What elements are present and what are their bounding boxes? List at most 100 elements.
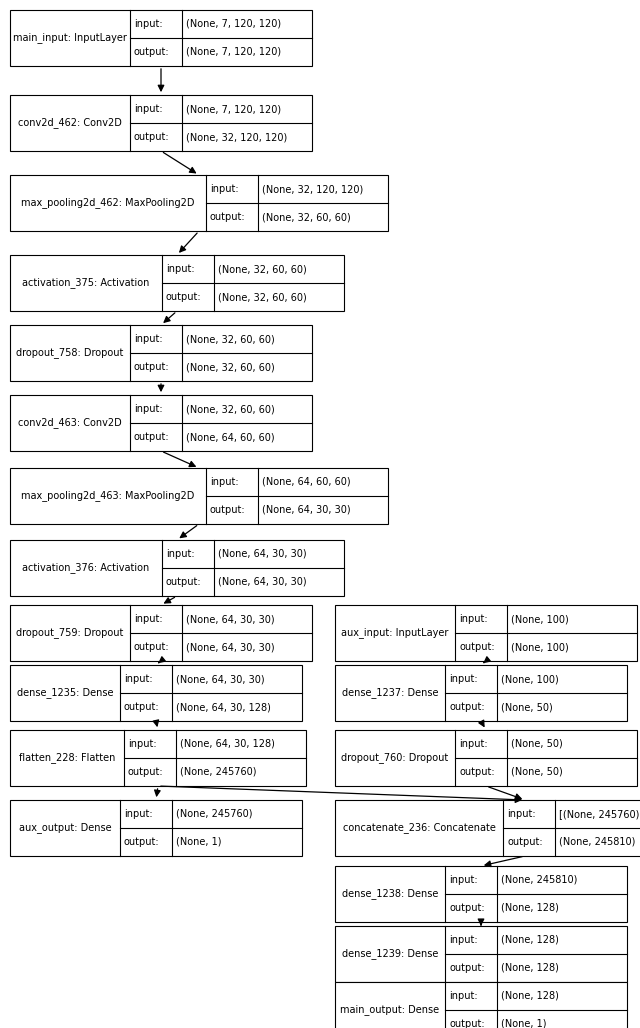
Bar — [10, 95, 312, 151]
Text: output:: output: — [459, 642, 495, 652]
Text: (None, 100): (None, 100) — [501, 674, 559, 684]
Bar — [10, 730, 306, 786]
Text: input:: input: — [459, 739, 488, 749]
Text: (None, 32, 120, 120): (None, 32, 120, 120) — [262, 184, 364, 194]
Bar — [335, 926, 627, 982]
Text: activation_375: Activation: activation_375: Activation — [22, 278, 150, 289]
Text: (None, 245810): (None, 245810) — [559, 837, 636, 847]
Text: dropout_759: Dropout: dropout_759: Dropout — [16, 627, 124, 638]
Bar — [335, 665, 627, 721]
Text: output:: output: — [459, 767, 495, 777]
Text: output:: output: — [134, 432, 170, 442]
Text: input:: input: — [449, 875, 477, 885]
Text: max_pooling2d_462: MaxPooling2D: max_pooling2d_462: MaxPooling2D — [21, 197, 195, 209]
Text: output:: output: — [449, 702, 484, 712]
Bar — [10, 325, 312, 381]
Bar — [10, 468, 388, 524]
Text: (None, 64, 30, 30): (None, 64, 30, 30) — [186, 642, 275, 652]
Text: (None, 1): (None, 1) — [501, 1019, 547, 1028]
Text: main_output: Dense: main_output: Dense — [340, 1004, 440, 1016]
Text: (None, 7, 120, 120): (None, 7, 120, 120) — [186, 47, 281, 57]
Text: dropout_760: Dropout: dropout_760: Dropout — [341, 752, 449, 764]
Text: output:: output: — [166, 577, 202, 587]
Text: (None, 64, 30, 30): (None, 64, 30, 30) — [176, 674, 264, 684]
Text: (None, 64, 30, 128): (None, 64, 30, 128) — [180, 739, 275, 749]
Bar — [10, 665, 302, 721]
Bar — [335, 605, 637, 661]
Text: (None, 64, 30, 30): (None, 64, 30, 30) — [186, 614, 275, 624]
Text: output:: output: — [124, 702, 159, 712]
Text: [(None, 245760), (None, 50)]: [(None, 245760), (None, 50)] — [559, 809, 640, 819]
Text: output:: output: — [134, 47, 170, 57]
Text: (None, 64, 30, 30): (None, 64, 30, 30) — [262, 505, 351, 515]
Text: (None, 245760): (None, 245760) — [180, 767, 257, 777]
Text: input:: input: — [507, 809, 536, 819]
Text: (None, 50): (None, 50) — [501, 702, 553, 712]
Bar — [335, 982, 627, 1028]
Text: (None, 7, 120, 120): (None, 7, 120, 120) — [186, 19, 281, 29]
Text: input:: input: — [459, 614, 488, 624]
Text: (None, 100): (None, 100) — [511, 614, 569, 624]
Text: (None, 32, 60, 60): (None, 32, 60, 60) — [186, 404, 275, 414]
Bar — [10, 800, 302, 856]
Text: dense_1235: Dense: dense_1235: Dense — [17, 688, 113, 698]
Text: (None, 100): (None, 100) — [511, 642, 569, 652]
Text: dense_1239: Dense: dense_1239: Dense — [342, 949, 438, 959]
Text: (None, 32, 60, 60): (None, 32, 60, 60) — [186, 334, 275, 344]
Bar — [335, 730, 637, 786]
Bar — [10, 395, 312, 451]
Text: main_input: InputLayer: main_input: InputLayer — [13, 33, 127, 43]
Text: (None, 50): (None, 50) — [511, 739, 563, 749]
Text: dropout_758: Dropout: dropout_758: Dropout — [16, 347, 124, 359]
Text: (None, 128): (None, 128) — [501, 963, 559, 972]
Text: flatten_228: Flatten: flatten_228: Flatten — [19, 752, 115, 764]
Text: input:: input: — [134, 104, 163, 114]
Text: aux_input: InputLayer: aux_input: InputLayer — [341, 627, 449, 638]
Text: (None, 1): (None, 1) — [176, 837, 221, 847]
Text: input:: input: — [134, 404, 163, 414]
Text: output:: output: — [124, 837, 159, 847]
Text: (None, 32, 60, 60): (None, 32, 60, 60) — [218, 264, 307, 274]
Text: input:: input: — [166, 549, 195, 559]
Text: (None, 32, 120, 120): (None, 32, 120, 120) — [186, 132, 287, 142]
Bar — [10, 540, 344, 596]
Text: output:: output: — [210, 212, 246, 222]
Bar — [335, 866, 627, 922]
Text: (None, 32, 60, 60): (None, 32, 60, 60) — [218, 292, 307, 302]
Text: dense_1237: Dense: dense_1237: Dense — [342, 688, 438, 698]
Text: input:: input: — [449, 991, 477, 1001]
Text: (None, 128): (None, 128) — [501, 903, 559, 913]
Text: input:: input: — [449, 674, 477, 684]
Text: (None, 32, 60, 60): (None, 32, 60, 60) — [262, 212, 351, 222]
Text: concatenate_236: Concatenate: concatenate_236: Concatenate — [342, 822, 495, 834]
Bar — [10, 605, 312, 661]
Text: output:: output: — [134, 362, 170, 372]
Text: (None, 7, 120, 120): (None, 7, 120, 120) — [186, 104, 281, 114]
Text: conv2d_463: Conv2D: conv2d_463: Conv2D — [18, 417, 122, 429]
Bar — [10, 175, 388, 231]
Text: input:: input: — [210, 477, 239, 487]
Text: output:: output: — [210, 505, 246, 515]
Text: output:: output: — [128, 767, 164, 777]
Text: (None, 64, 30, 30): (None, 64, 30, 30) — [218, 549, 307, 559]
Text: conv2d_462: Conv2D: conv2d_462: Conv2D — [18, 117, 122, 128]
Bar — [10, 255, 344, 311]
Text: output:: output: — [507, 837, 543, 847]
Text: (None, 128): (None, 128) — [501, 991, 559, 1001]
Text: (None, 50): (None, 50) — [511, 767, 563, 777]
Text: input:: input: — [210, 184, 239, 194]
Text: input:: input: — [134, 19, 163, 29]
Text: max_pooling2d_463: MaxPooling2D: max_pooling2d_463: MaxPooling2D — [21, 490, 195, 502]
Text: input:: input: — [449, 935, 477, 945]
Text: output:: output: — [449, 903, 484, 913]
Text: (None, 245810): (None, 245810) — [501, 875, 577, 885]
Bar — [10, 10, 312, 66]
Bar — [335, 800, 640, 856]
Text: (None, 245760): (None, 245760) — [176, 809, 253, 819]
Text: output:: output: — [166, 292, 202, 302]
Text: output:: output: — [449, 1019, 484, 1028]
Text: (None, 128): (None, 128) — [501, 935, 559, 945]
Text: output:: output: — [134, 642, 170, 652]
Text: (None, 64, 30, 30): (None, 64, 30, 30) — [218, 577, 307, 587]
Text: (None, 64, 60, 60): (None, 64, 60, 60) — [262, 477, 351, 487]
